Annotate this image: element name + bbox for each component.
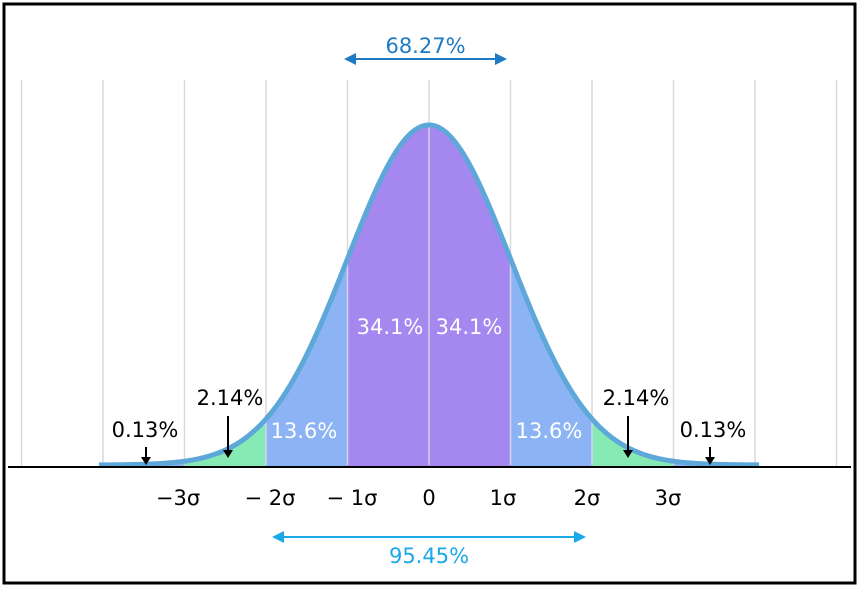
- tick-label: − 1σ: [327, 486, 378, 510]
- region-label: 13.6%: [271, 419, 338, 443]
- span-label: 68.27%: [385, 34, 465, 58]
- span-arrow-left-head: [344, 53, 356, 65]
- tick-label: −3σ: [156, 486, 200, 510]
- region-dividers: [183, 125, 675, 465]
- tick-label: − 2σ: [245, 486, 296, 510]
- region-label: 0.13%: [112, 418, 179, 442]
- tick-label: 1σ: [490, 486, 517, 510]
- span-label: 95.45%: [389, 544, 469, 568]
- region-label: 2.14%: [603, 386, 670, 410]
- region-labels: 0.13% 2.14% 13.6% 34.1% 34.1% 13.6% 2.14% 0.13%: [112, 315, 747, 443]
- tick-label: 3σ: [655, 486, 682, 510]
- region-fill: [592, 418, 674, 467]
- bell-curve: [98, 122, 760, 468]
- tail-pointers: [141, 416, 715, 465]
- region-label: 34.1%: [436, 315, 503, 339]
- region-label: 0.13%: [680, 418, 747, 442]
- pointer-arrow-head: [623, 450, 633, 458]
- region-label: 13.6%: [516, 419, 583, 443]
- span-annotations: 68.27% 95.45%: [272, 34, 586, 568]
- span-arrow-right-head: [574, 531, 586, 543]
- pointer-arrow-head: [141, 457, 151, 465]
- pointer-arrow-head: [223, 450, 233, 458]
- tick-label: 0: [422, 486, 435, 510]
- region-fill: [184, 418, 266, 467]
- tick-label: 2σ: [574, 486, 601, 510]
- region-label: 2.14%: [197, 386, 264, 410]
- span-arrow-right-head: [495, 53, 507, 65]
- tick-labels: −3σ − 2σ − 1σ 0 1σ 2σ 3σ: [156, 486, 681, 510]
- span-arrow-left-head: [272, 531, 284, 543]
- pointer-arrow-head: [705, 457, 715, 465]
- region-label: 34.1%: [357, 315, 424, 339]
